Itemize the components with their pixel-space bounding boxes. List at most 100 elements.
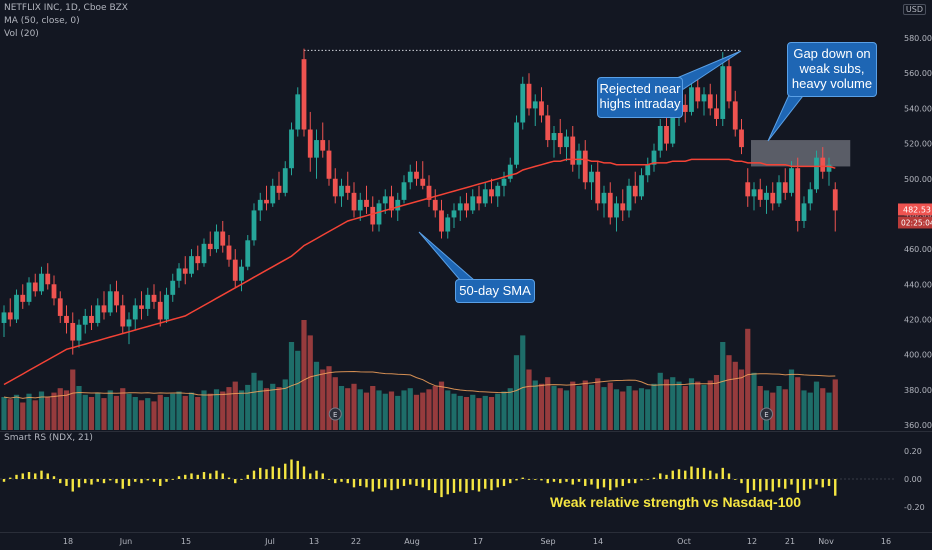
price-tick-label: 580.00 (904, 34, 932, 43)
candle-body (720, 66, 726, 119)
candle-body (339, 185, 344, 197)
rs-bar (502, 479, 506, 486)
candle-body (457, 203, 463, 211)
volume-bar (263, 388, 270, 430)
moving-average (3, 158, 836, 386)
rs-bar (440, 479, 443, 498)
volume-bar (113, 395, 120, 430)
candle-body (770, 192, 776, 204)
volume-bar (463, 397, 470, 430)
rs-bar (577, 479, 581, 482)
rs-bar (165, 479, 168, 482)
rs-bar (209, 473, 212, 479)
rs-annotation: Weak relative strength vs Nasdaq-100 (550, 494, 802, 510)
rs-bar (715, 473, 718, 479)
volume-bar (526, 369, 532, 430)
volume-bar (213, 389, 220, 430)
rs-bar (27, 472, 31, 479)
rs-bar (315, 470, 318, 479)
volume-bar (20, 402, 26, 430)
volume-bar (1, 397, 7, 430)
volume-bar (632, 390, 638, 430)
rs-bar (109, 479, 112, 481)
time-tick-label: 12 (747, 537, 757, 546)
candle-body (582, 150, 588, 183)
volume-bar (163, 397, 170, 430)
callout-rejected: Rejected near highs intraday (597, 77, 683, 118)
candle-body (639, 175, 644, 197)
candle-body (170, 280, 176, 295)
volume-bar (613, 389, 620, 430)
candle-body (57, 298, 63, 316)
volume-bar (201, 390, 207, 430)
candle-body (120, 305, 126, 327)
candle-body (782, 182, 788, 193)
candle-body (651, 150, 657, 165)
candle-body (26, 282, 32, 302)
volume-bar (570, 381, 576, 430)
currency-badge[interactable]: USD (902, 4, 926, 15)
candle-body (495, 185, 501, 197)
candle-body (195, 256, 201, 264)
candle-body (470, 196, 476, 211)
candle-body (276, 185, 282, 193)
volume-bar (701, 384, 707, 430)
candle-body (95, 305, 101, 323)
rs-bar (709, 470, 712, 479)
volume-bar (401, 390, 407, 430)
volume-bar (445, 390, 451, 430)
candle-body (326, 150, 332, 179)
rs-bar (159, 479, 162, 486)
rs-bar (309, 473, 312, 479)
volume-bar (782, 389, 788, 430)
volume-bar (413, 394, 420, 430)
candle-body (557, 133, 563, 148)
price-tick-label: 520.00 (904, 140, 932, 149)
candle-body (320, 140, 326, 151)
volume-legend[interactable]: Vol (20) (4, 29, 39, 39)
volume-bar (13, 394, 20, 430)
rs-bar (46, 473, 49, 479)
rs-bar (134, 479, 137, 482)
candle-body (270, 185, 276, 204)
volume-bar (538, 383, 545, 430)
price-tick-label: 360.00 (904, 421, 932, 430)
time-tick-label: Oct (677, 537, 691, 546)
candle-body (51, 284, 57, 299)
rs-bar (290, 459, 293, 479)
volume-bar (745, 328, 751, 430)
rs-bar (815, 479, 818, 485)
rs-bar (596, 479, 599, 489)
volume-bar (382, 393, 388, 430)
candle-body (682, 104, 688, 112)
rs-bar (9, 477, 12, 479)
volume-bar (520, 335, 526, 430)
candle-body (389, 196, 394, 211)
rs-bar (540, 479, 543, 481)
earnings-marker (328, 407, 342, 421)
time-tick-label: 14 (593, 537, 603, 546)
candle-body (689, 87, 694, 112)
rs-bar (752, 479, 756, 491)
candle-body (157, 301, 163, 320)
candle-body (82, 315, 88, 325)
rs-bar (640, 479, 643, 481)
candle-body (489, 189, 494, 197)
volume-bar (507, 388, 513, 430)
rs-legend[interactable]: Smart RS (NDX, 21) (4, 433, 93, 443)
ma-legend[interactable]: MA (50, close, 0) (4, 16, 80, 26)
volume-bar (370, 386, 376, 430)
pointer-sma (418, 231, 476, 281)
candle-body (89, 315, 94, 323)
volume-bar (238, 390, 245, 430)
rs-bar (546, 479, 549, 484)
rs-bar (465, 479, 468, 493)
candle-body (364, 199, 369, 207)
volume-bar (826, 392, 832, 430)
rs-bar (352, 479, 356, 488)
rs-bar (21, 473, 24, 479)
rs-bar (702, 467, 706, 479)
volume-bar (132, 397, 138, 430)
symbol-legend[interactable]: NETFLIX INC, 1D, Cboe BZX (4, 3, 128, 13)
volume-bar (482, 395, 488, 430)
